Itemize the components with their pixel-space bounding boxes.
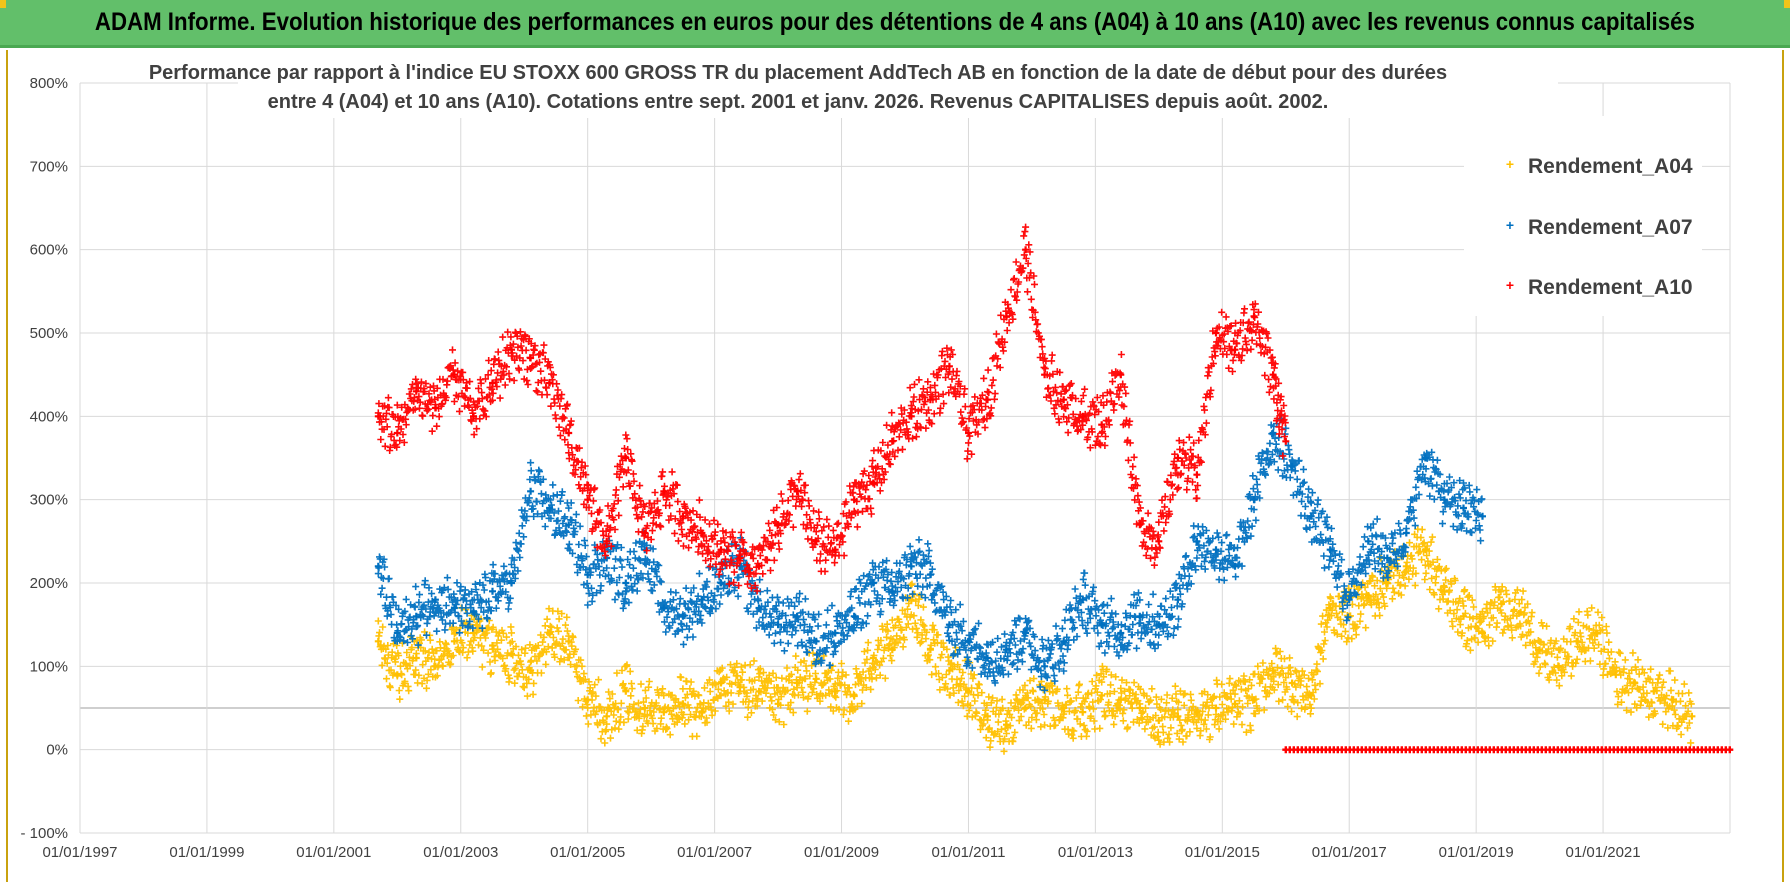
x-tick-label: 01/01/1999 [169,844,244,861]
y-tick-label: 800% [30,75,68,92]
data-point [1193,471,1201,479]
x-tick-label: 01/01/2013 [1058,844,1133,861]
y-tick-label: 300% [30,492,68,509]
report-banner: ADAM Informe. Evolution historique des p… [0,0,1790,48]
axis-labels: - 100% 0% 100% 200% 300% 400% 500% 600% 700% 800%… [20,75,1640,861]
legend-marker-a04: + [1506,156,1514,172]
data-point [1212,704,1220,712]
banner-title: ADAM Informe. Evolution historique des p… [95,8,1695,36]
series-rendement_a07 [374,414,1486,694]
chart-frame: - 100% 0% 100% 200% 300% 400% 500% 600% 700% 800%… [6,50,1784,882]
data-point [1098,692,1106,699]
scatter-cloud [374,525,1695,755]
scatter-cloud [374,223,1289,595]
series-rendement_a04 [374,525,1696,755]
legend-label-a10: Rendement_A10 [1528,276,1693,299]
legend-label-a07: Rendement_A07 [1528,216,1693,239]
series-rendement_a10 [374,223,1734,754]
data-point [641,704,649,712]
x-tick-label: 01/01/2015 [1185,844,1260,861]
x-tick-label: 01/01/2017 [1312,844,1387,861]
x-tick-label: 01/01/1997 [42,844,117,861]
banner-corner-left [0,0,6,8]
data-point [527,487,535,495]
data-point [565,429,573,437]
y-tick-label: 0% [46,742,68,759]
data-point [584,496,592,504]
x-tick-label: 01/01/2007 [677,844,752,861]
legend-marker-a10: + [1506,277,1514,293]
x-tick-label: 01/01/2005 [550,844,625,861]
y-tick-label: 400% [30,408,68,425]
chart-legend: + Rendement_A04 + Rendement_A07 + Rendem… [1464,116,1702,316]
data-point [603,712,611,720]
legend-marker-a07: + [1506,217,1514,233]
y-tick-label: 200% [30,575,68,592]
data-point [393,429,401,437]
x-tick-label: 01/01/2011 [931,844,1005,861]
data-point [850,612,858,620]
data-point [1479,512,1486,520]
data-point [1282,437,1290,445]
data-point [1364,537,1372,545]
banner-corner-right [1784,0,1790,8]
y-tick-label: 100% [30,658,68,675]
y-tick-label: 500% [30,325,68,342]
data-point [622,579,630,587]
data-point [1174,596,1182,604]
chart-title-line-1: Performance par rapport à l'indice EU ST… [149,62,1447,84]
x-tick-label: 01/01/2021 [1566,844,1641,861]
y-tick-label: - 100% [20,825,68,842]
marks-layer [374,223,1734,755]
data-point [1174,454,1182,462]
zero-return-segment [1282,746,1734,754]
y-tick-label: 600% [30,242,68,259]
legend-label-a04: Rendement_A04 [1528,155,1693,178]
chart-title-background [238,56,1558,118]
x-tick-label: 01/01/2001 [296,844,371,861]
x-tick-label: 01/01/2019 [1439,844,1514,861]
data-point [1155,537,1163,545]
y-tick-label: 700% [30,158,68,175]
x-tick-label: 01/01/2009 [804,844,879,861]
x-tick-label: 01/01/2003 [423,844,498,861]
data-point [1022,246,1030,254]
grid-layer [79,82,1731,834]
data-point [489,587,496,595]
scatter-chart: - 100% 0% 100% 200% 300% 400% 500% 600% 700% 800%… [20,56,1734,861]
data-point [1022,704,1030,712]
chart-title-line-2: entre 4 (A04) et 10 ans (A10). Cotations… [268,91,1329,113]
legend-background [1464,116,1702,316]
